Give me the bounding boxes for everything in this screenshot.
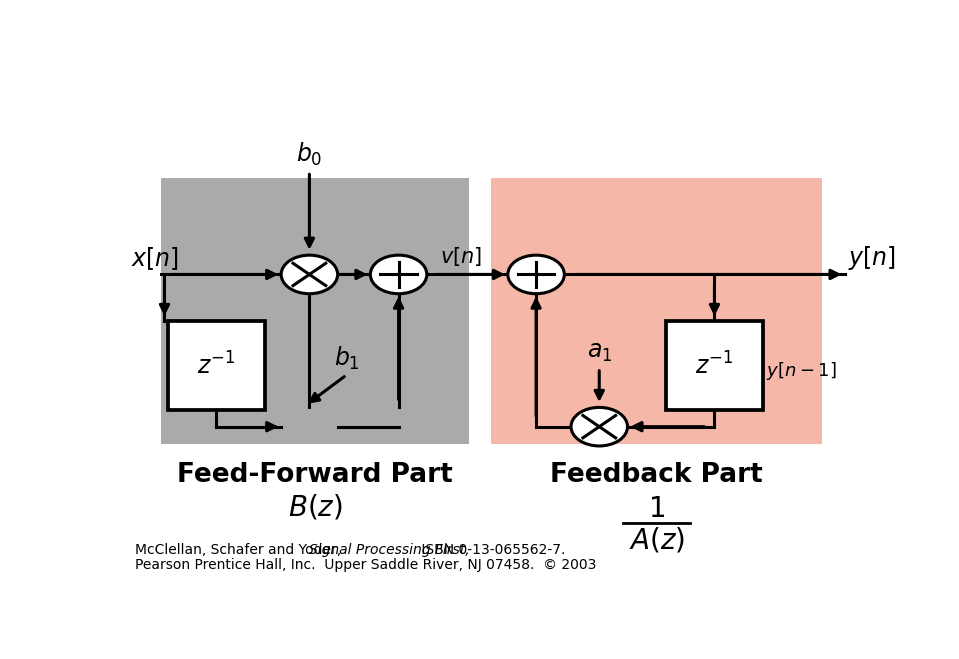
Bar	[492, 178, 822, 444]
Text: McClellan, Schafer and Yoder,: McClellan, Schafer and Yoder,	[134, 543, 345, 557]
Bar	[667, 322, 762, 410]
Text: $x[n]$: $x[n]$	[131, 245, 179, 272]
Text: Feedback Part: Feedback Part	[550, 462, 763, 488]
Text: $y[n]$: $y[n]$	[849, 244, 896, 272]
Bar	[168, 322, 265, 410]
Text: $z^{-1}$: $z^{-1}$	[695, 352, 734, 380]
Circle shape	[508, 255, 564, 294]
Text: $B(z)$: $B(z)$	[288, 493, 342, 522]
Circle shape	[281, 255, 338, 294]
Circle shape	[370, 255, 427, 294]
Text: ISBN 0-13-065562-7.: ISBN 0-13-065562-7.	[417, 543, 566, 557]
Bar	[161, 178, 469, 444]
Text: $y[n-1]$: $y[n-1]$	[766, 360, 837, 382]
Text: Pearson Prentice Hall, Inc.  Upper Saddle River, NJ 07458.  © 2003: Pearson Prentice Hall, Inc. Upper Saddle…	[134, 558, 596, 572]
Text: $z^{-1}$: $z^{-1}$	[198, 352, 236, 380]
Text: $b_0$: $b_0$	[296, 140, 322, 168]
Text: $A(z)$: $A(z)$	[629, 526, 685, 555]
Text: Signal Processing First,: Signal Processing First,	[310, 543, 470, 557]
Text: $a_1$: $a_1$	[587, 340, 612, 364]
Text: $v[n]$: $v[n]$	[440, 245, 481, 268]
Text: $b_1$: $b_1$	[334, 345, 360, 372]
Circle shape	[571, 407, 627, 446]
Text: $1$: $1$	[648, 495, 666, 523]
Text: Feed-Forward Part: Feed-Forward Part	[177, 462, 453, 488]
